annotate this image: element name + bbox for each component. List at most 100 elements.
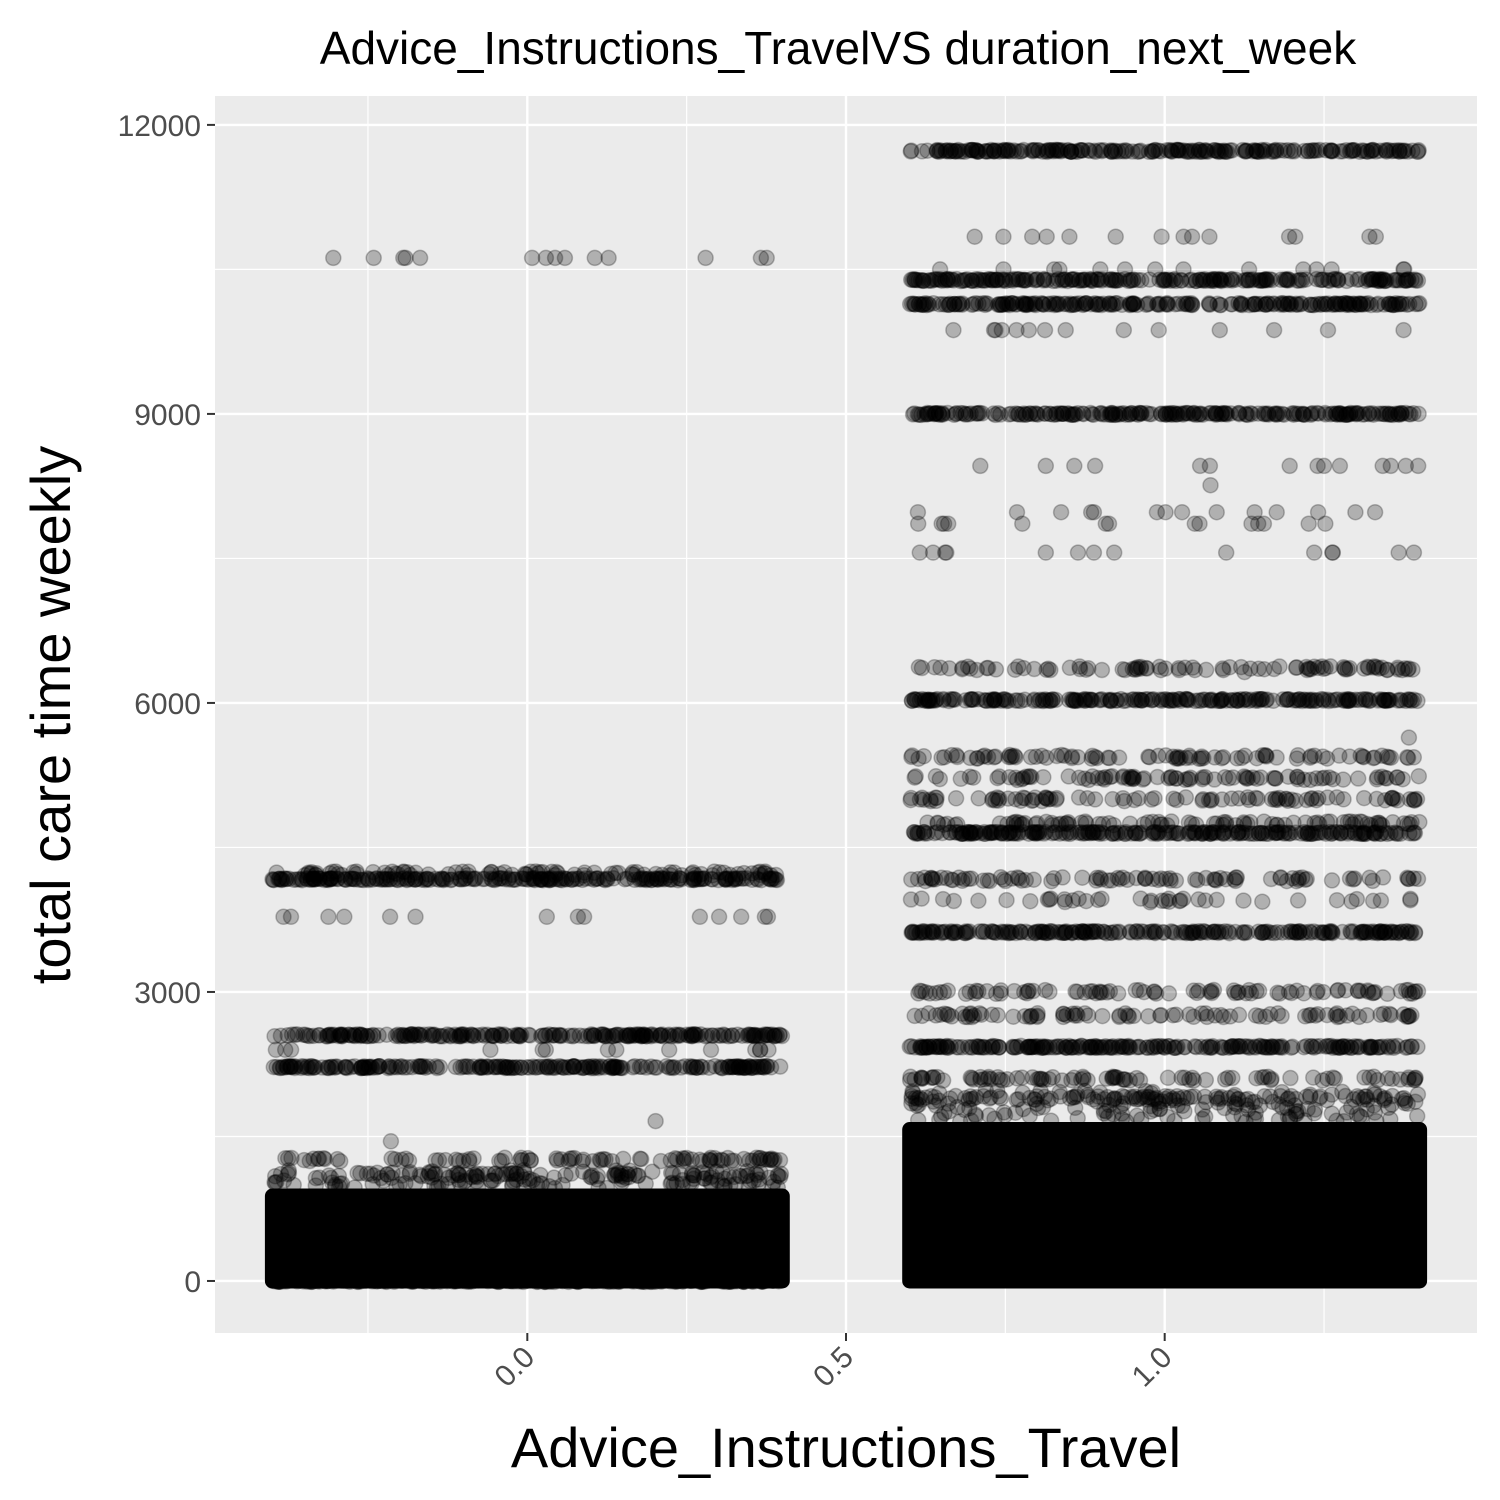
data-point [323,1174,341,1191]
data-point [652,1027,669,1044]
data-point [355,1059,373,1076]
data-point [265,1272,282,1290]
data-point [482,1172,500,1189]
data-point [395,1027,413,1045]
data-point [662,1164,680,1182]
data-point [574,1163,592,1180]
data-point [524,1058,542,1075]
data-point [1375,924,1393,941]
data-point [460,1273,477,1290]
data-point [596,1027,614,1045]
data-point [505,1272,523,1289]
data-point [1409,1086,1427,1103]
data-point [1157,660,1174,677]
data-point [516,1171,533,1188]
data-point [662,1175,679,1193]
data-point [536,1273,554,1290]
data-point [378,1166,396,1183]
data-point [356,1272,374,1290]
data-point [689,1027,706,1044]
data-point [771,1058,789,1075]
data-point [961,768,979,786]
data-point [514,1151,531,1169]
data-point [490,1058,507,1076]
data-point [749,1027,766,1044]
data-point [933,515,950,532]
data-point [662,1273,679,1290]
data-point [408,1026,426,1043]
data-point [539,1059,556,1077]
data-point [380,1058,398,1076]
data-point [1315,457,1333,475]
data-point [1317,515,1334,532]
data-point [947,790,965,807]
data-point [1319,321,1337,339]
data-point [469,1026,487,1044]
data-point [931,261,949,278]
data-point [1339,692,1357,709]
data-point [317,1273,335,1290]
data-point [692,1273,710,1290]
data-point [483,1027,501,1045]
data-point [599,1041,617,1059]
data-point [364,863,382,881]
data-point [340,1026,358,1044]
data-point [711,1272,728,1289]
data-point [759,1026,776,1044]
data-point [341,1273,358,1291]
data-point [533,1175,551,1193]
data-point [428,1180,446,1197]
data-point [532,870,550,888]
data-point [1250,923,1267,940]
data-point [637,1027,655,1045]
data-point [757,1026,775,1044]
data-point [413,1058,431,1075]
data-point [326,1176,344,1194]
data-point [626,1058,643,1075]
y-tick-label: 0 [184,1266,201,1299]
data-point [680,1027,698,1044]
data-point [691,908,709,926]
data-point [604,1059,622,1076]
data-point [1306,142,1323,159]
data-point [394,1026,412,1044]
data-point [434,1028,452,1045]
data-point [411,1026,428,1043]
data-point [945,892,963,910]
data-point [286,1026,304,1044]
data-point [492,1272,509,1290]
data-point [468,1168,486,1186]
data-point [742,1026,760,1044]
data-point [685,871,702,889]
data-point [992,296,1009,313]
data-point [375,1172,392,1190]
data-point [1235,892,1252,909]
x-axis-title: Advice_Instructions_Travel [511,1416,1181,1479]
data-point [1250,660,1267,678]
data-point [1288,750,1306,767]
data-point [1144,143,1161,160]
data-point [370,1057,388,1075]
data-point [738,870,756,887]
data-point [1105,544,1123,561]
data-point [467,1167,485,1184]
data-point [492,1027,510,1044]
data-point [743,865,761,882]
data-point [1390,924,1408,942]
data-point [611,1273,628,1290]
data-point [721,1058,738,1075]
data-point [722,1058,739,1076]
data-point [523,870,541,888]
data-point [756,1272,773,1289]
data-point [418,870,436,887]
data-point [1138,404,1155,422]
data-point [601,1058,618,1075]
data-point [1405,544,1423,561]
data-point [652,1027,669,1044]
data-point [629,1167,646,1185]
data-point [1402,891,1419,909]
data-point [537,1273,554,1291]
data-point [1371,691,1388,708]
data-point [731,1271,749,1289]
data-point [451,1027,468,1045]
